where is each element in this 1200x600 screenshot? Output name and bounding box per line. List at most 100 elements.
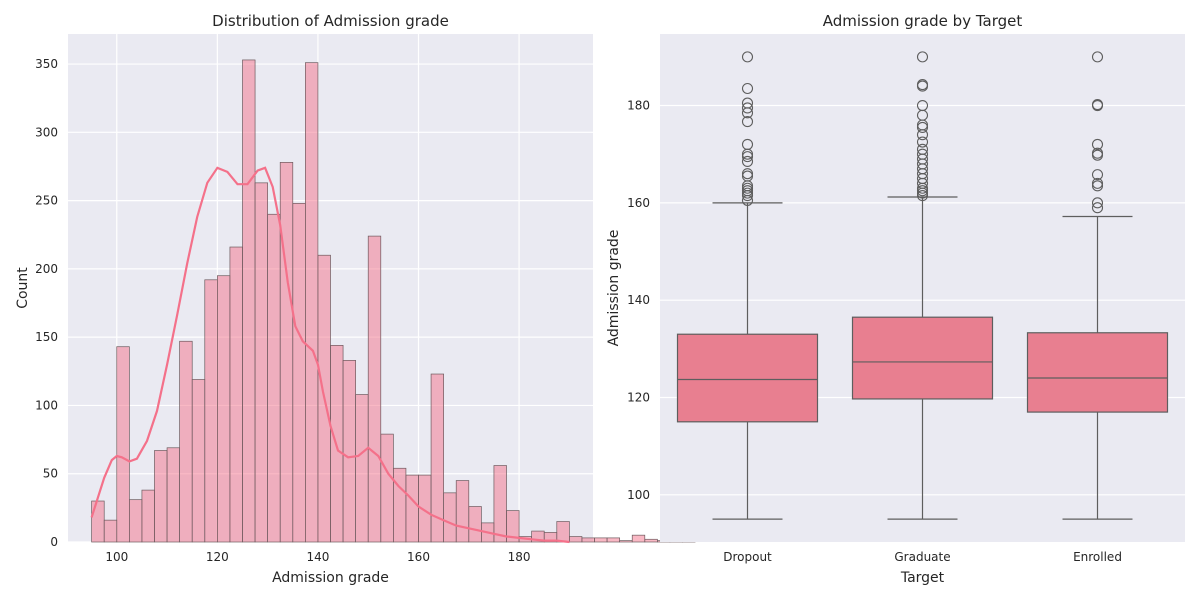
histogram-bar	[355, 394, 369, 543]
outlier-point	[1091, 147, 1104, 159]
kde-curve	[90, 166, 570, 544]
histogram-bar	[91, 500, 105, 543]
histogram-y-axis-label: Count	[15, 267, 31, 309]
histogram-bar	[254, 182, 268, 543]
outlier-point	[741, 168, 754, 180]
histogram-bar	[443, 492, 457, 543]
iqr-box	[1026, 332, 1169, 413]
outlier-point	[741, 187, 754, 199]
outlier-point	[741, 170, 754, 182]
histogram-bar	[430, 373, 444, 543]
histogram-bar	[204, 279, 218, 543]
y-tick-label: 140	[627, 293, 650, 307]
histogram-bar	[581, 537, 595, 543]
x-tick-label: Graduate	[894, 550, 950, 564]
boxplot-x-tick-labels: Dropout Graduate Enrolled	[723, 550, 1122, 564]
boxplot-title: Admission grade by Target	[823, 12, 1023, 30]
outlier-point	[741, 151, 754, 163]
histogram-bar	[191, 379, 206, 543]
histogram-bar	[154, 450, 168, 543]
histogram-bar	[644, 538, 658, 543]
outlier-point	[1091, 169, 1104, 181]
outlier-point	[916, 189, 929, 202]
outlier-point	[741, 155, 754, 168]
outlier-point	[916, 185, 929, 197]
iqr-box	[851, 316, 994, 400]
outlier-point	[916, 148, 929, 160]
x-tick-label: 120	[206, 550, 229, 564]
outlier-point	[1091, 180, 1104, 192]
x-tick-label: 100	[105, 550, 128, 564]
outlier-point	[916, 136, 929, 148]
histogram-bar	[606, 537, 621, 543]
histogram-x-axis-label: Admission grade	[272, 570, 389, 586]
histogram-bar	[380, 433, 394, 543]
histogram-bar	[129, 499, 143, 543]
x-tick-label: Enrolled	[1073, 550, 1122, 564]
y-tick-label: 300	[35, 125, 58, 139]
y-tick-label: 50	[43, 467, 58, 481]
histogram-bar	[405, 474, 419, 543]
x-tick-label: Dropout	[723, 550, 772, 564]
outlier-point	[1091, 99, 1104, 111]
y-tick-label: 200	[35, 262, 58, 276]
outlier-point	[741, 51, 754, 63]
boxplot-x-axis-label: Target	[900, 570, 945, 586]
outlier-point	[741, 138, 754, 151]
box-enrolled	[1026, 51, 1169, 520]
y-tick-label: 150	[35, 330, 58, 344]
histogram-bar	[166, 447, 180, 543]
outlier-point	[1091, 202, 1104, 214]
histogram-bar	[619, 540, 633, 543]
histogram-y-tick-labels: 0 50 100 150 200 250 300 350	[35, 57, 58, 549]
outlier-point	[916, 143, 929, 155]
x-tick-label: 140	[306, 550, 329, 564]
outlier-point	[741, 82, 754, 95]
histogram-bar	[267, 213, 281, 543]
histogram-bar	[506, 510, 520, 543]
outlier-point	[1091, 51, 1104, 63]
y-tick-label: 160	[627, 196, 650, 210]
histogram-x-tick-labels: 100 120 140 160 180	[105, 550, 530, 564]
y-tick-label: 0	[50, 535, 58, 549]
histogram-bar	[229, 246, 243, 543]
boxplot-axes: Dropout Graduate Enrolled 100120140160180 …	[606, 12, 1185, 586]
histogram-bar	[594, 537, 608, 543]
histogram-bar	[292, 202, 306, 543]
histogram-bar	[569, 536, 583, 543]
histogram-bar	[217, 275, 231, 543]
histogram-bar	[305, 62, 319, 543]
y-tick-label: 180	[627, 99, 650, 113]
outlier-point	[741, 185, 754, 197]
histogram-bar	[103, 519, 118, 543]
histogram-bar	[279, 162, 294, 543]
histogram-axes: 100 120 140 160 180 0 50 100 150 200 250 300 350 Di…	[15, 12, 696, 586]
iqr-box	[676, 333, 819, 423]
histogram-bar	[493, 465, 507, 543]
box-dropout	[676, 51, 819, 520]
x-tick-label: 160	[407, 550, 430, 564]
y-tick-label: 120	[627, 390, 650, 404]
outlier-point	[1091, 197, 1104, 209]
outlier-point	[741, 116, 754, 128]
box-graduate	[851, 51, 994, 520]
histogram-bar	[116, 346, 130, 543]
outlier-point	[1091, 177, 1104, 189]
boxplot-boxes	[676, 51, 1169, 520]
histogram-bar	[455, 480, 470, 543]
histogram-bar	[179, 340, 193, 543]
y-tick-label: 100	[35, 398, 58, 412]
outlier-point	[741, 97, 754, 109]
boxplot-y-axis-label: Admission grade	[606, 230, 622, 347]
y-tick-label: 350	[35, 57, 58, 71]
x-tick-label: 180	[508, 550, 531, 564]
outlier-point	[1091, 138, 1104, 151]
y-tick-label: 250	[35, 194, 58, 208]
histogram-bar	[141, 489, 155, 543]
histogram-bar	[342, 360, 356, 543]
outlier-point	[916, 121, 929, 133]
outlier-point	[916, 79, 929, 91]
histogram-bar	[556, 521, 570, 543]
histogram-bar	[367, 235, 382, 543]
